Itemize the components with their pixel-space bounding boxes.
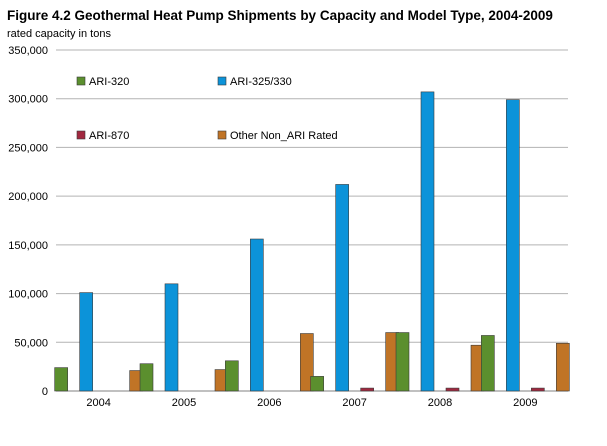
y-tick-label: 200,000 <box>8 191 48 203</box>
chart-subtitle: rated capacity in tons <box>7 28 111 40</box>
bar <box>360 387 374 392</box>
legend-label: ARI-325/330 <box>230 76 292 88</box>
y-tick-label: 300,000 <box>8 94 48 106</box>
x-tick-label: 2006 <box>257 397 281 409</box>
bar <box>79 292 93 392</box>
y-tick-label: 150,000 <box>8 240 48 252</box>
bar <box>54 367 68 392</box>
legend-swatch <box>76 76 86 86</box>
bar <box>556 342 570 392</box>
legend-label: ARI-320 <box>89 76 129 88</box>
bar <box>310 376 324 392</box>
bar <box>420 91 435 392</box>
y-tick-label: 0 <box>42 386 48 398</box>
bar <box>531 387 545 392</box>
chart-title: Figure 4.2 Geothermal Heat Pump Shipment… <box>7 8 553 23</box>
bar <box>506 99 520 392</box>
legend-label: Other Non_ARI Rated <box>230 130 338 142</box>
bar <box>164 283 179 392</box>
bar <box>139 363 154 392</box>
legend-swatch <box>217 76 227 86</box>
bar <box>250 238 264 392</box>
y-tick-label: 100,000 <box>8 289 48 301</box>
y-tick-label: 350,000 <box>8 45 48 57</box>
x-tick-label: 2007 <box>342 397 366 409</box>
bar <box>445 387 460 392</box>
legend-swatch <box>76 130 86 140</box>
x-tick-label: 2009 <box>513 397 537 409</box>
legend-swatch <box>217 130 227 140</box>
x-tick-label: 2008 <box>428 397 452 409</box>
x-tick-label: 2004 <box>86 397 110 409</box>
bar <box>335 184 349 392</box>
legend-label: ARI-870 <box>89 130 129 142</box>
x-tick-label: 2005 <box>172 397 196 409</box>
bar <box>395 332 410 392</box>
y-tick-label: 250,000 <box>8 142 48 154</box>
bar <box>481 335 495 392</box>
bar <box>225 360 239 392</box>
bar <box>300 333 314 392</box>
y-tick-label: 50,000 <box>14 337 48 349</box>
